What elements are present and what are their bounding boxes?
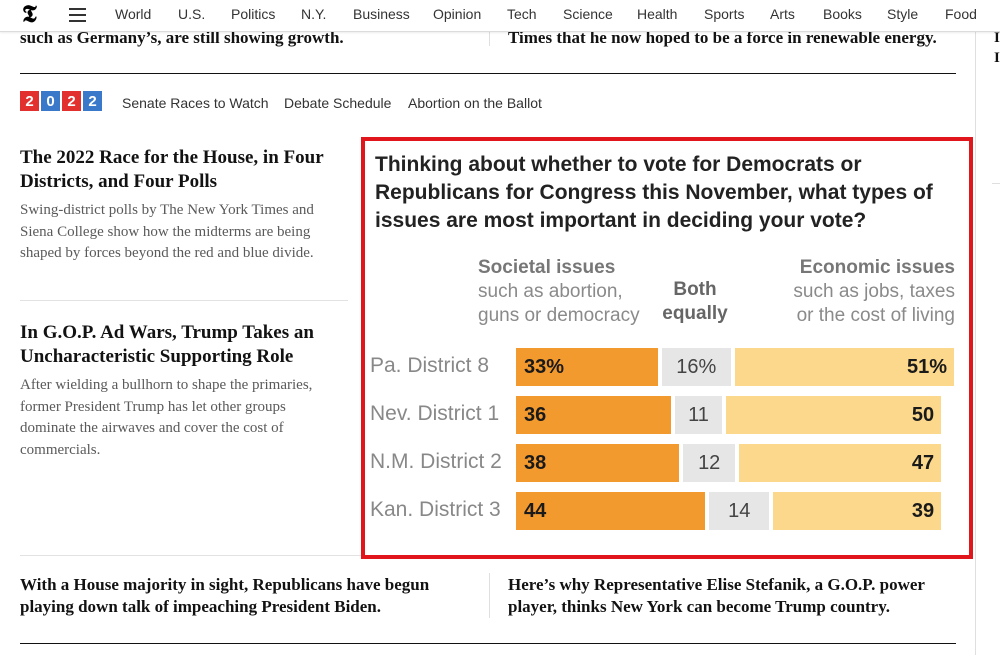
previous-story-right[interactable]: Times that he now hoped to be a force in… <box>508 28 937 47</box>
both-bar: 16% <box>661 348 731 386</box>
both-bar: 11 <box>674 396 723 434</box>
nav-item-science[interactable]: Science <box>563 6 613 22</box>
story-headline-gop-ad-wars[interactable]: In G.O.P. Ad Wars, Trump Takes an Unchar… <box>20 322 314 367</box>
nav-item-ny[interactable]: N.Y. <box>301 6 327 22</box>
right-rail-fragment: I <box>994 50 1000 66</box>
nav-item-politics[interactable]: Politics <box>231 6 276 22</box>
societal-header-sub: such as abortion, guns or democracy <box>478 281 640 326</box>
nav-item-opinion[interactable]: Opinion <box>433 6 482 22</box>
both-bar: 14 <box>709 492 770 530</box>
nav-item-arts[interactable]: Arts <box>770 6 795 22</box>
right-rail-divider <box>975 32 976 655</box>
previous-story-left[interactable]: such as Germany’s, are still showing gro… <box>20 28 344 47</box>
senate-races-link[interactable]: Senate Races to Watch <box>122 95 269 111</box>
societal-bar: 44 <box>516 492 706 530</box>
nyt-logo-icon[interactable]: 𝕿 <box>22 0 37 28</box>
economic-bar: 47 <box>739 444 942 482</box>
debate-schedule-link[interactable]: Debate Schedule <box>284 95 392 111</box>
district-label: Pa. District 8 <box>370 354 490 377</box>
chart-title: Thinking about whether to vote for Democ… <box>375 153 933 232</box>
nav-item-business[interactable]: Business <box>353 6 410 22</box>
nav-item-food[interactable]: Food <box>945 6 977 22</box>
story-divider <box>20 300 348 301</box>
societal-bar: 33% <box>516 348 658 386</box>
societal-bar: 36 <box>516 396 671 434</box>
story-summary-gop-ad-wars: After wielding a bullhorn to shape the p… <box>20 377 313 458</box>
district-label: Nev. District 1 <box>370 402 500 425</box>
right-rail-fragment: I <box>994 30 1000 46</box>
district-label: N.M. District 2 <box>370 450 502 473</box>
economic-header-sub: such as jobs, taxes or the cost of livin… <box>793 281 955 326</box>
column-divider <box>489 573 490 618</box>
badge-digit: 0 <box>41 91 60 111</box>
nav-item-sports[interactable]: Sports <box>704 6 745 22</box>
societal-header-label: Societal issues <box>478 257 616 278</box>
economic-column-header: Economic issues such as jobs, taxes or t… <box>785 256 955 328</box>
badge-digit: 2 <box>83 91 102 111</box>
nav-item-world[interactable]: World <box>115 6 152 22</box>
district-label: Kan. District 3 <box>370 498 501 521</box>
story-headline-house-race[interactable]: The 2022 Race for the House, in Four Dis… <box>20 147 324 192</box>
menu-icon[interactable] <box>69 8 86 22</box>
right-rail-divider <box>992 183 1000 184</box>
nav-item-health[interactable]: Health <box>637 6 678 22</box>
societal-column-header: Societal issues such as abortion, guns o… <box>478 256 658 328</box>
nav-item-style[interactable]: Style <box>887 6 919 22</box>
column-divider <box>489 32 490 46</box>
both-header-label: Both equally <box>662 279 728 324</box>
economic-header-label: Economic issues <box>799 257 955 278</box>
nav-item-books[interactable]: Books <box>823 6 862 22</box>
section-divider <box>20 73 956 74</box>
economic-bar: 50 <box>726 396 942 434</box>
economic-bar: 51% <box>734 348 954 386</box>
badge-digit: 2 <box>20 91 39 111</box>
story-divider <box>20 555 361 556</box>
top-navigation: 𝕿 World U.S. Politics N.Y. Business Opin… <box>0 0 1000 32</box>
societal-bar: 38 <box>516 444 680 482</box>
story-headline-stefanik[interactable]: Here’s why Representative Elise Stefanik… <box>508 575 925 616</box>
both-column-header: Both equally <box>657 278 733 326</box>
story-headline-impeachment[interactable]: With a House majority in sight, Republic… <box>20 575 430 616</box>
badge-digit: 2 <box>62 91 81 111</box>
nav-item-tech[interactable]: Tech <box>507 6 537 22</box>
section-divider <box>20 643 956 644</box>
both-bar: 12 <box>683 444 735 482</box>
election-2022-badge[interactable]: 2 0 2 2 <box>20 91 102 111</box>
story-summary-house-race: Swing-district polls by The New York Tim… <box>20 202 314 261</box>
nav-item-us[interactable]: U.S. <box>178 6 206 22</box>
abortion-ballot-link[interactable]: Abortion on the Ballot <box>408 95 542 111</box>
economic-bar: 39 <box>773 492 942 530</box>
poll-chart: Thinking about whether to vote for Democ… <box>361 137 973 559</box>
